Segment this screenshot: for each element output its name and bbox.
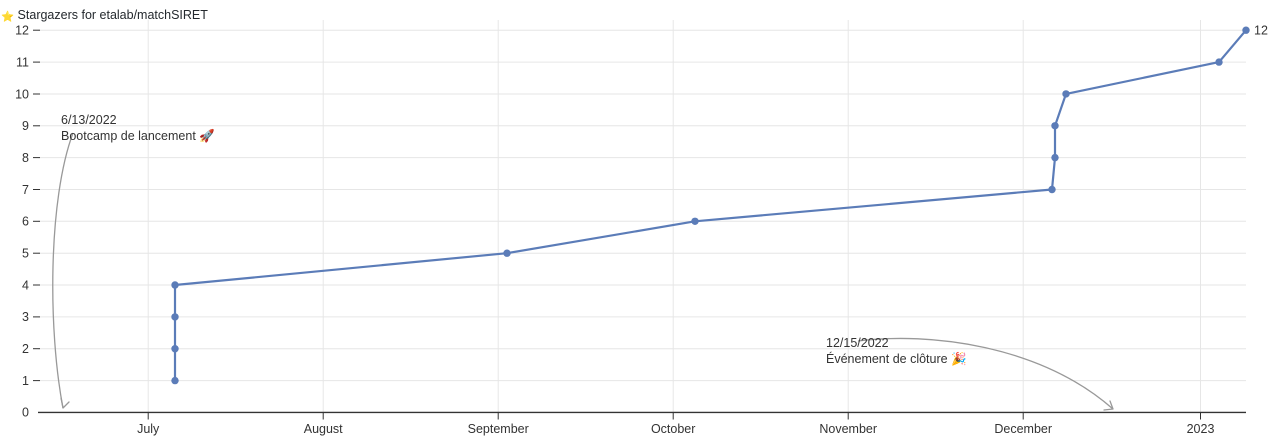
svg-text:10: 10 — [15, 87, 29, 101]
svg-text:6: 6 — [22, 215, 29, 229]
svg-text:October: October — [651, 422, 695, 436]
svg-text:0: 0 — [22, 406, 29, 420]
svg-text:August: August — [304, 422, 343, 436]
svg-text:2023: 2023 — [1187, 422, 1215, 436]
svg-text:12: 12 — [15, 24, 29, 38]
svg-text:2: 2 — [22, 342, 29, 356]
svg-text:Bootcamp de lancement 🚀: Bootcamp de lancement 🚀 — [61, 128, 215, 143]
svg-text:December: December — [994, 422, 1052, 436]
svg-text:September: September — [468, 422, 529, 436]
svg-text:4: 4 — [22, 278, 29, 292]
svg-text:5: 5 — [22, 247, 29, 261]
svg-text:12: 12 — [1254, 24, 1268, 38]
svg-text:12/15/2022: 12/15/2022 — [826, 336, 889, 350]
svg-text:8: 8 — [22, 151, 29, 165]
svg-text:11: 11 — [16, 55, 29, 69]
svg-text:9: 9 — [22, 119, 29, 133]
svg-text:July: July — [137, 422, 160, 436]
svg-text:7: 7 — [22, 183, 29, 197]
svg-text:1: 1 — [22, 374, 29, 388]
svg-text:November: November — [819, 422, 877, 436]
svg-text:3: 3 — [22, 310, 29, 324]
svg-text:Événement de clôture 🎉: Événement de clôture 🎉 — [826, 351, 967, 367]
svg-text:6/13/2022: 6/13/2022 — [61, 113, 117, 127]
